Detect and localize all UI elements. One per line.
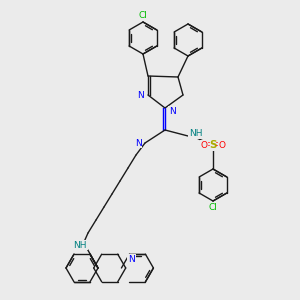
Text: ·: · xyxy=(215,140,219,154)
Text: Cl: Cl xyxy=(208,203,217,212)
Text: O: O xyxy=(200,140,208,149)
Text: NH: NH xyxy=(189,130,203,139)
Text: ·: · xyxy=(207,140,211,154)
Text: ·: · xyxy=(215,137,219,151)
Text: N: N xyxy=(128,255,135,264)
Text: S: S xyxy=(209,140,217,150)
Text: N: N xyxy=(138,91,144,100)
Text: O: O xyxy=(218,140,226,149)
Text: Cl: Cl xyxy=(139,11,147,20)
Text: NH: NH xyxy=(73,241,87,250)
Text: ·: · xyxy=(207,137,211,151)
Text: N: N xyxy=(169,106,176,116)
Text: N: N xyxy=(135,139,141,148)
